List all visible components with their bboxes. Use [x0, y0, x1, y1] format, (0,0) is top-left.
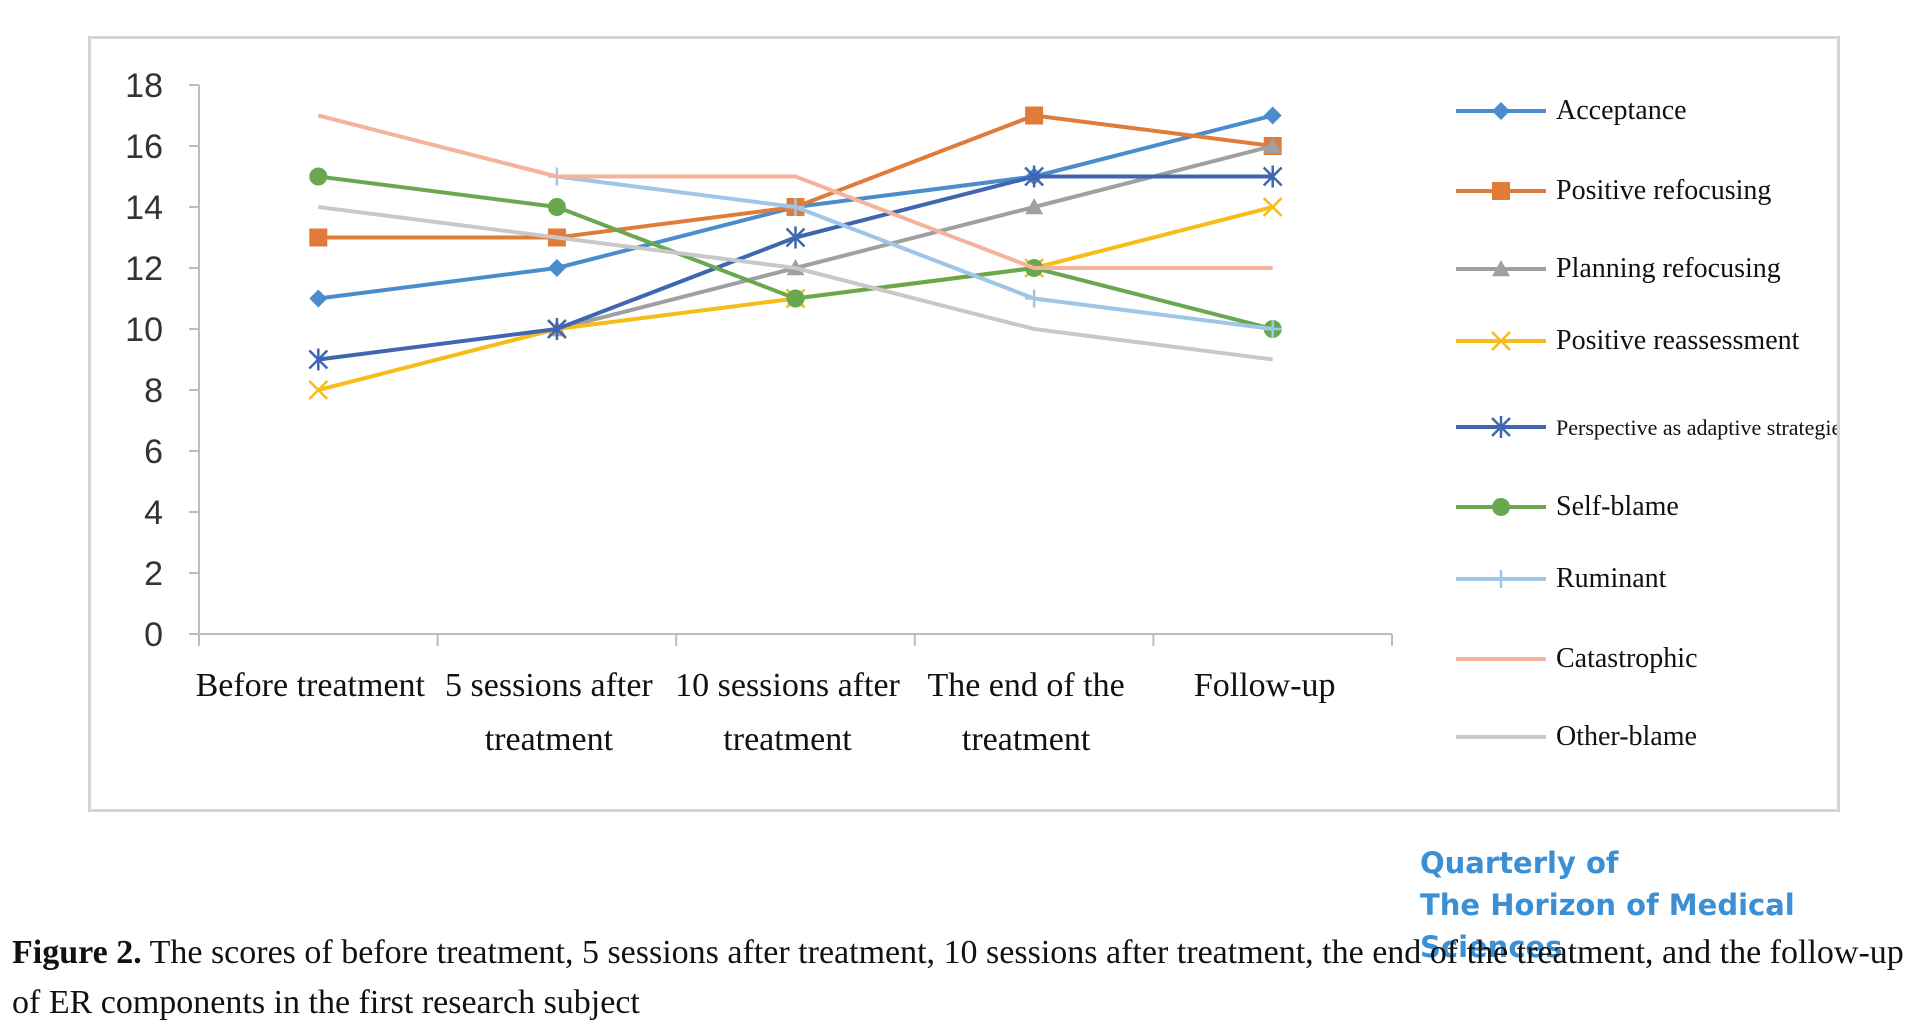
x-category-label: treatment: [485, 721, 614, 758]
y-tick-label: 6: [144, 433, 163, 471]
x-category-label: 5 sessions after: [445, 667, 653, 704]
legend-item-planning-refocusing: Planning refocusing: [1456, 253, 1781, 284]
legend-item-self-blame: Self-blame: [1456, 491, 1679, 522]
legend-item-acceptance: Acceptance: [1456, 95, 1687, 126]
legend-label: Other-blame: [1556, 721, 1697, 752]
x-category-label: Follow-up: [1194, 667, 1336, 704]
data-point-planning-refocusing: [1025, 198, 1044, 215]
chart-frame: 0 2 4 6 8 10 12 14 16 18 Before treatment 5 session…: [88, 36, 1840, 812]
legend-swatch-marker: [1492, 498, 1510, 516]
y-tick-label: 14: [125, 189, 163, 227]
data-point-acceptance: [547, 259, 566, 277]
x-category-label: Before treatment: [196, 667, 426, 704]
legend-swatch-marker: [1492, 260, 1510, 277]
data-point-planning-refocusing: [1263, 137, 1282, 154]
legend-label: Perspective as adaptive strategies: [1556, 415, 1837, 440]
data-point-self-blame: [786, 289, 805, 308]
y-tick-label: 8: [144, 372, 163, 410]
data-point-acceptance: [1263, 106, 1282, 125]
series-planning-refocusing: [547, 137, 1282, 337]
data-point-positive-refocusing: [1025, 106, 1044, 125]
x-category-label: treatment: [962, 721, 1091, 758]
data-point-perspective-as-adaptive-strategies: [547, 318, 567, 340]
legend-swatch-marker: [1492, 570, 1510, 588]
series-other-blame: [318, 205, 1273, 362]
data-point-acceptance: [309, 289, 328, 308]
y-tick-label: 2: [144, 555, 163, 593]
legend-label: Catastrophic: [1556, 643, 1698, 674]
legend-item-positive-refocusing: Positive refocusing: [1456, 175, 1771, 206]
legend-label: Planning refocusing: [1556, 253, 1781, 284]
legend-label: Acceptance: [1556, 95, 1687, 126]
caption-text: The scores of before treatment, 5 sessio…: [12, 934, 1904, 1021]
data-point-self-blame: [309, 167, 328, 186]
y-tick-label: 12: [125, 250, 163, 288]
data-point-perspective-as-adaptive-strategies: [1262, 165, 1283, 188]
data-point-ruminant: [1025, 289, 1044, 308]
legend-item-ruminant: Ruminant: [1456, 563, 1667, 594]
series-perspective-as-adaptive-strategies: [308, 165, 1283, 371]
x-category-label: treatment: [723, 721, 852, 758]
data-point-ruminant: [786, 198, 805, 216]
legend-swatch-marker: [1491, 331, 1511, 351]
y-tick-label: 0: [144, 616, 163, 654]
series-line-other-blame: [318, 205, 1273, 362]
series-line-ruminant: [556, 174, 1273, 331]
journal-line-1: Quarterly of: [1420, 846, 1619, 880]
legend-swatch-marker: [1492, 182, 1510, 200]
journal-line-2: The Horizon of Medical Sciences: [1420, 888, 1795, 964]
y-tick-label: 4: [144, 494, 163, 532]
y-tick-label: 18: [125, 67, 163, 105]
line-chart: 0 2 4 6 8 10 12 14 16 18 Before treatment 5 session…: [125, 67, 1837, 758]
data-point-positive-reassessment: [308, 380, 329, 400]
series-catastrophic: [317, 113, 1273, 270]
legend-label: Positive reassessment: [1556, 325, 1800, 356]
data-point-self-blame: [547, 198, 566, 216]
journal-logo: Quarterly of The Horizon of Medical Scie…: [1420, 842, 1931, 968]
x-category-label: 10 sessions after: [675, 667, 900, 704]
legend-item-other-blame: Other-blame: [1456, 721, 1697, 752]
figure-caption: Figure 2. The scores of before treatment…: [12, 928, 1917, 1028]
legend-swatch-marker: [1492, 102, 1510, 120]
data-point-positive-reassessment: [1262, 197, 1283, 217]
legend-label: Ruminant: [1556, 563, 1667, 594]
series-self-blame: [309, 167, 1282, 338]
legend-label: Positive refocusing: [1556, 175, 1771, 206]
data-point-perspective-as-adaptive-strategies: [785, 226, 806, 249]
x-category-label: The end of the: [927, 667, 1124, 704]
data-point-perspective-as-adaptive-strategies: [308, 348, 329, 371]
legend-item-positive-reassessment: Positive reassessment: [1456, 325, 1800, 356]
legend-swatch-marker: [1491, 416, 1511, 438]
series-line-catastrophic: [317, 113, 1273, 270]
data-point-perspective-as-adaptive-strategies: [1024, 165, 1044, 188]
data-point-positive-refocusing: [309, 228, 328, 247]
legend-item-catastrophic: Catastrophic: [1456, 643, 1698, 674]
caption-label: Figure 2.: [12, 934, 142, 971]
legend-label: Self-blame: [1556, 491, 1679, 522]
data-point-ruminant: [1263, 320, 1282, 338]
y-tick-label: 16: [125, 128, 163, 166]
y-tick-label: 10: [125, 311, 163, 349]
legend-item-perspective-as-adaptive-strategies: Perspective as adaptive strategies: [1456, 415, 1837, 440]
